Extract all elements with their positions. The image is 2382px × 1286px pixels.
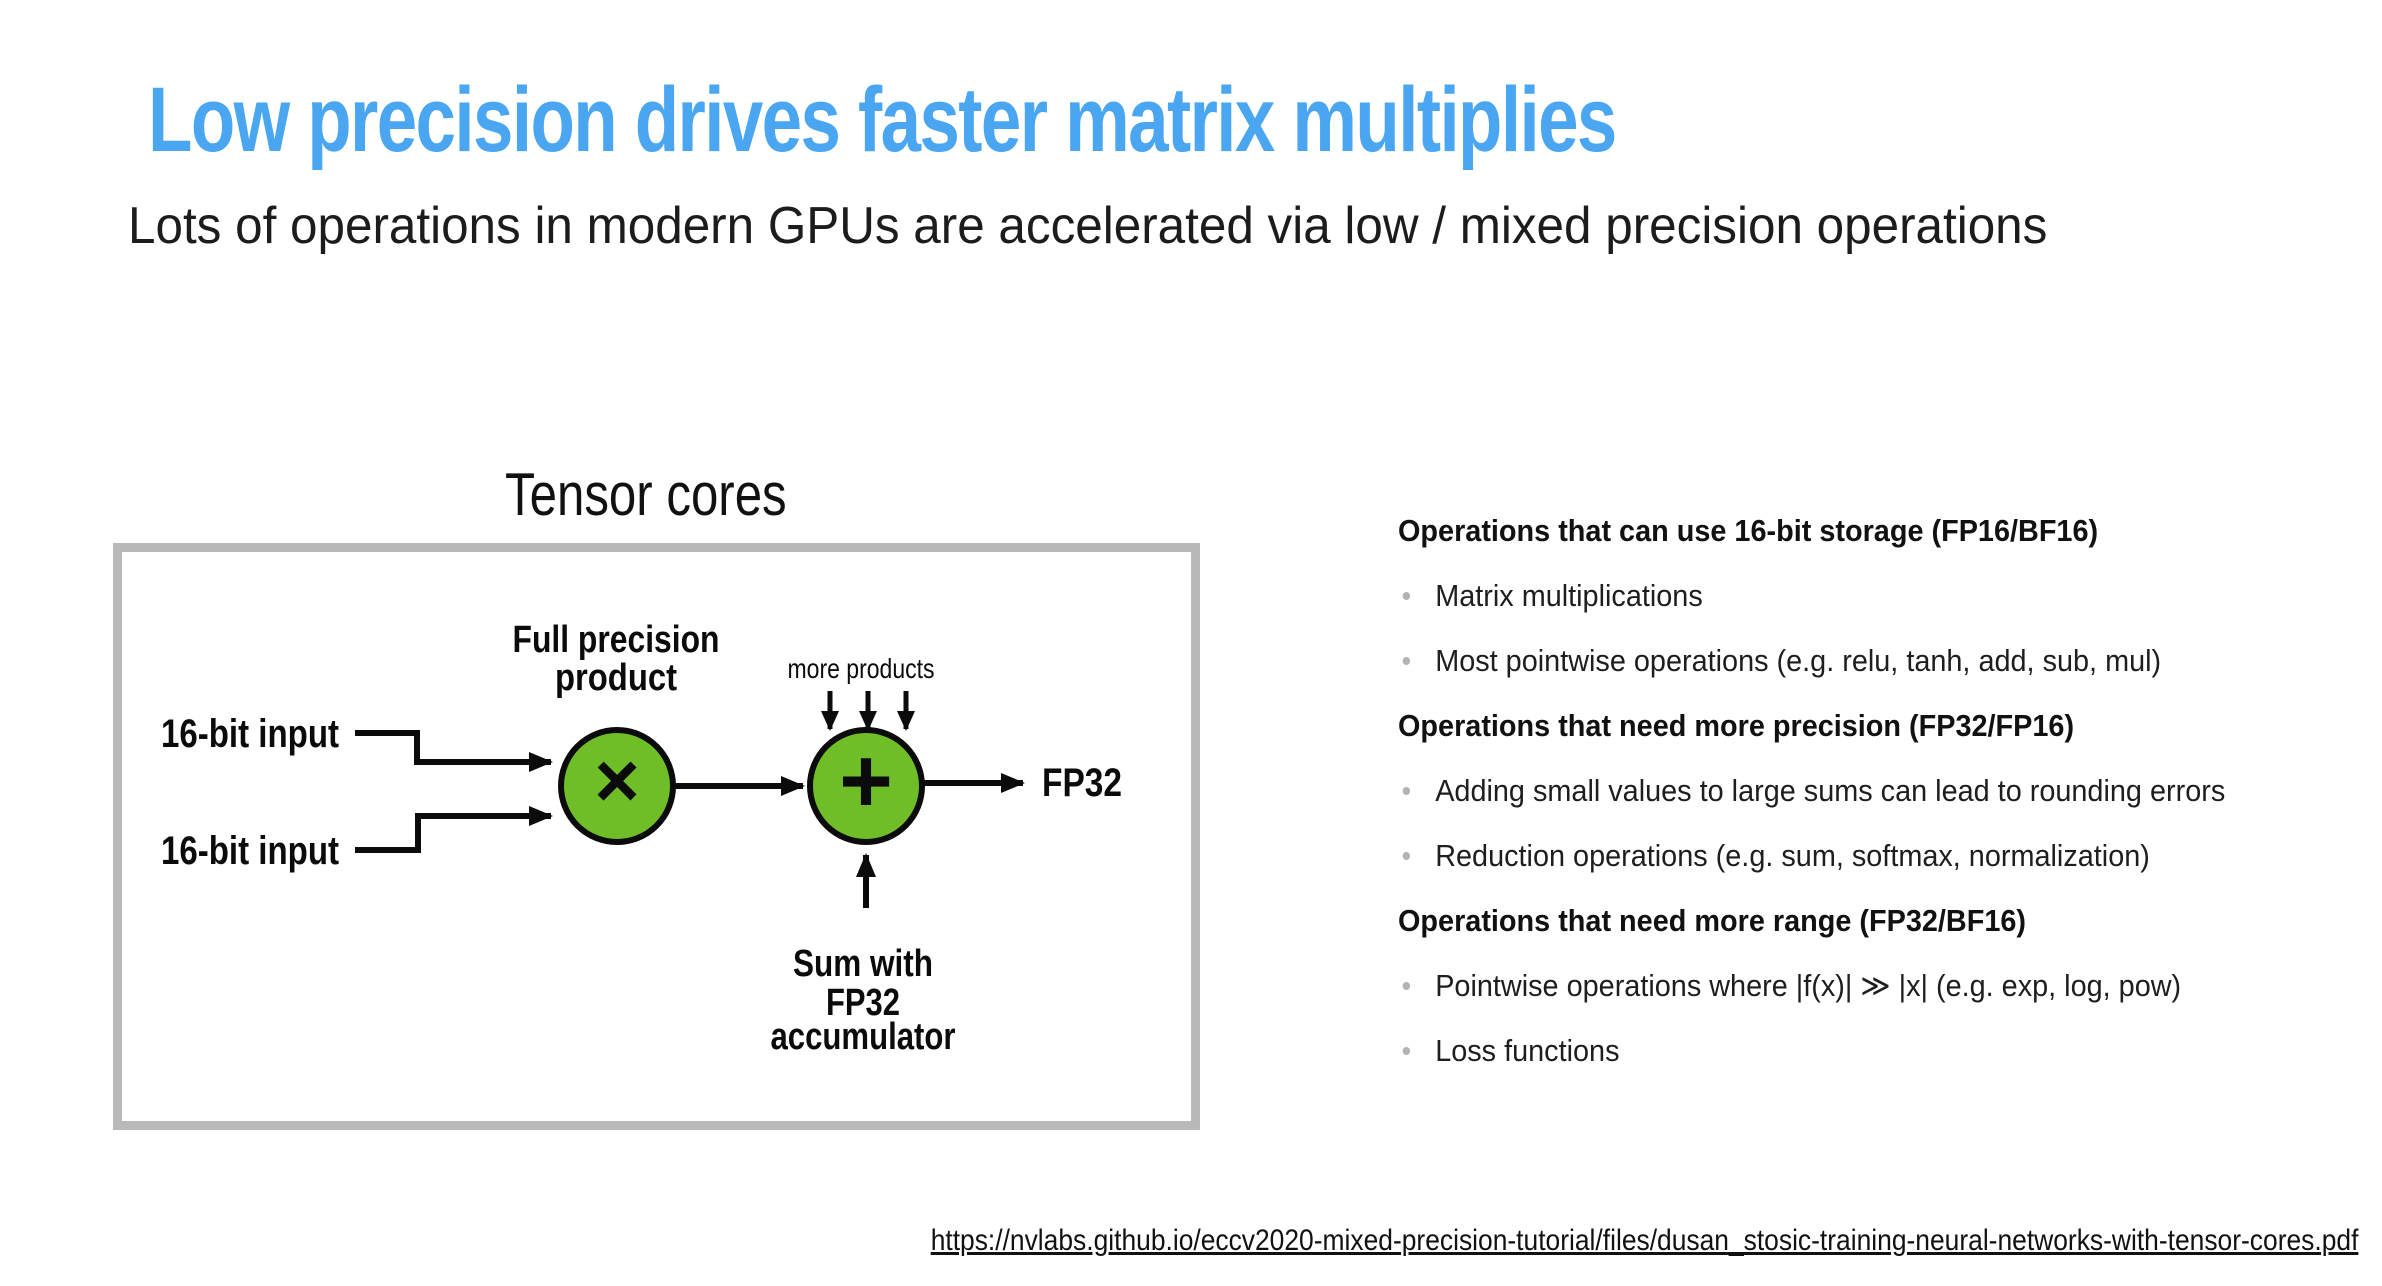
- list-item: Most pointwise operations (e.g. relu, ta…: [1398, 628, 2328, 693]
- more-products-label: more products: [788, 653, 935, 684]
- bullet-dot-icon: [1402, 786, 1411, 795]
- multiply-symbol: ×: [594, 736, 640, 824]
- list-item-text: Pointwise operations where |f(x)| ≫ |x| …: [1435, 968, 2182, 1003]
- list-item: Reduction operations (e.g. sum, softmax,…: [1398, 823, 2328, 888]
- full-precision-product-label-line1: Full precision: [513, 619, 720, 661]
- tensor-core-diagram: Full precision product more products 16-…: [113, 543, 1200, 1130]
- bullet-dot-icon: [1402, 851, 1411, 860]
- figure-caption-tensor-cores: Tensor cores: [505, 461, 787, 528]
- ops-heading-more-range: Operations that need more range (FP32/BF…: [1398, 903, 2026, 938]
- input-arrow-top: [355, 730, 553, 772]
- accumulator-label-line3: accumulator: [771, 1016, 956, 1058]
- operations-list: Operations that can use 16-bit storage (…: [1398, 498, 2328, 1083]
- accumulator-label-line1: Sum with: [793, 943, 933, 985]
- ops-heading-more-precision: Operations that need more precision (FP3…: [1398, 708, 2075, 743]
- list-item: Matrix multiplications: [1398, 563, 2328, 628]
- bullet-dot-icon: [1402, 981, 1411, 990]
- source-pdf-link[interactable]: https://nvlabs.github.io/eccv2020-mixed-…: [930, 1224, 2358, 1257]
- list-item-text: Adding small values to large sums can le…: [1435, 773, 2226, 808]
- list-item: Pointwise operations where |f(x)| ≫ |x| …: [1398, 953, 2328, 1018]
- full-precision-product-label-line2: product: [555, 657, 677, 699]
- list-item-text: Loss functions: [1435, 1033, 1620, 1068]
- list-item: Adding small values to large sums can le…: [1398, 758, 2328, 823]
- list-item-text: Matrix multiplications: [1435, 578, 1703, 613]
- add-symbol: +: [839, 730, 893, 832]
- accumulator-label-line2: FP32: [826, 982, 900, 1024]
- bullet-dot-icon: [1402, 591, 1411, 600]
- input-label-top: 16-bit input: [161, 712, 339, 756]
- bullet-dot-icon: [1402, 656, 1411, 665]
- list-item-text: Reduction operations (e.g. sum, softmax,…: [1435, 838, 2150, 873]
- list-item-text: Most pointwise operations (e.g. relu, ta…: [1435, 643, 2162, 678]
- list-item: Loss functions: [1398, 1018, 2328, 1083]
- bullet-dot-icon: [1402, 1046, 1411, 1055]
- ops-heading-16bit-storage: Operations that can use 16-bit storage (…: [1398, 513, 2099, 548]
- input-label-bottom: 16-bit input: [161, 829, 339, 873]
- slide-title: Low precision drives faster matrix multi…: [148, 68, 1617, 171]
- diagram-frame: [113, 543, 1200, 1130]
- input-arrow-bottom: [355, 806, 553, 853]
- output-label-fp32: FP32: [1042, 761, 1122, 805]
- slide-subtitle: Lots of operations in modern GPUs are ac…: [128, 197, 2048, 255]
